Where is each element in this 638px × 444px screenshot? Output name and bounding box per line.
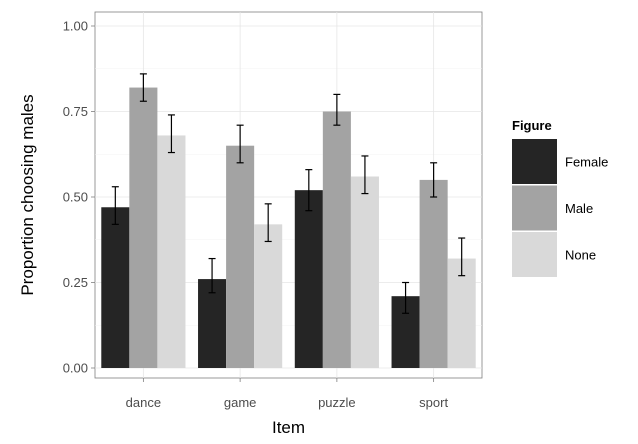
bar-female-game — [198, 279, 227, 368]
legend-label-none: None — [565, 248, 596, 263]
legend-label-male: Male — [565, 201, 593, 216]
bar-female-puzzle — [294, 190, 323, 368]
bar-none-game — [254, 224, 283, 368]
x-tick-label: game — [224, 395, 257, 410]
bar-male-game — [226, 145, 255, 368]
y-tick-label: 0.75 — [63, 104, 88, 119]
x-axis-title: Item — [272, 418, 305, 437]
bar-female-dance — [101, 207, 130, 368]
bar-male-sport — [419, 179, 448, 368]
legend-key-male — [512, 185, 557, 231]
legend-label-female: Female — [565, 155, 608, 170]
bar-none-sport — [447, 258, 476, 368]
y-tick-label: 1.00 — [63, 19, 88, 34]
y-axis-title: Proportion choosing males — [18, 94, 37, 295]
legend-key-none — [512, 232, 557, 277]
legend-key-female — [512, 139, 557, 184]
bar-none-puzzle — [350, 176, 379, 368]
y-tick-label: 0.50 — [63, 190, 88, 205]
x-tick-label: sport — [419, 395, 448, 410]
x-tick-label: puzzle — [318, 395, 356, 410]
bar-none-dance — [157, 135, 186, 368]
bar-male-puzzle — [322, 111, 351, 368]
y-tick-label: 0.00 — [63, 361, 88, 376]
bar-male-dance — [129, 87, 158, 368]
x-tick-label: dance — [126, 395, 161, 410]
legend-title: Figure — [512, 118, 552, 133]
y-tick-label: 0.25 — [63, 275, 88, 290]
